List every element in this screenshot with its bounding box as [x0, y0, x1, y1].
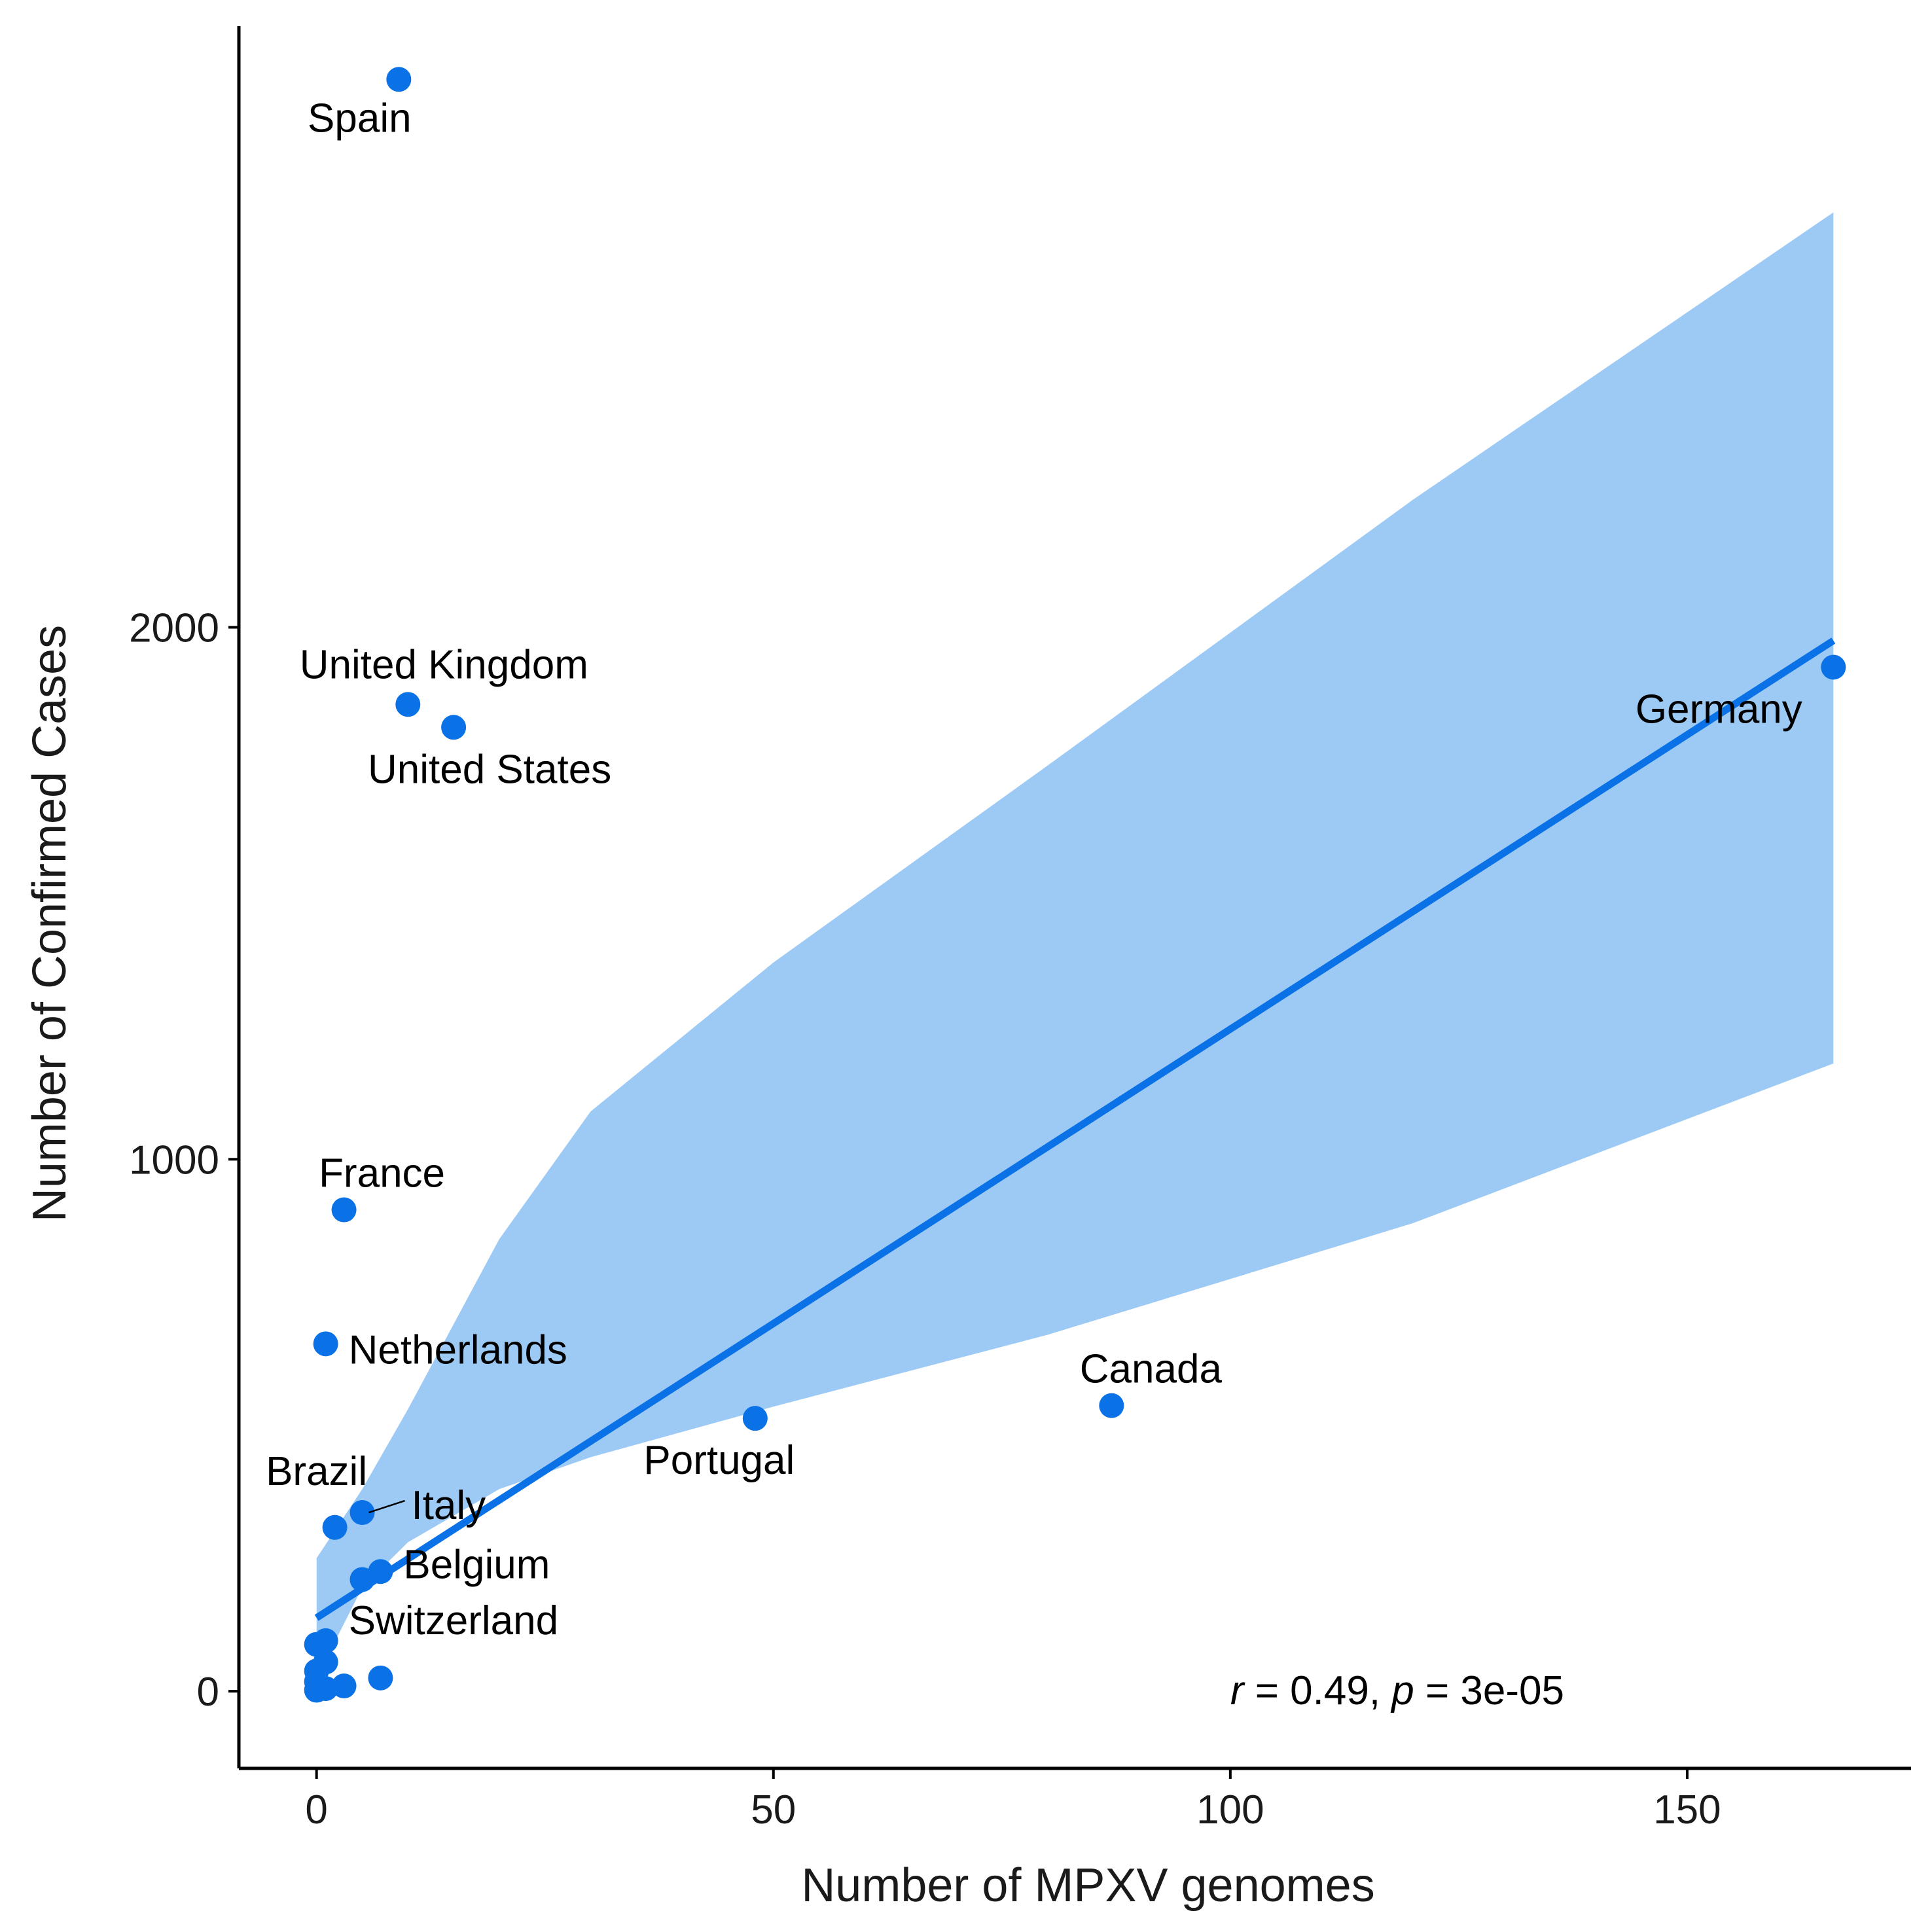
x-axis-ticks: 0 50 100 150 [305, 1768, 1721, 1833]
data-point [331, 1197, 357, 1223]
confidence-band [316, 212, 1834, 1678]
point-label: Switzerland [349, 1598, 558, 1643]
data-point [395, 692, 421, 717]
points-layer [304, 67, 1846, 1703]
y-tick-label: 0 [197, 1670, 219, 1715]
point-label: Italy [411, 1483, 486, 1528]
data-point [441, 715, 467, 740]
point-label: Canada [1080, 1347, 1223, 1392]
data-point [742, 1406, 768, 1431]
p-value: = 3e-05 [1414, 1668, 1564, 1713]
point-label: Germany [1636, 687, 1802, 732]
x-tick-label: 0 [305, 1787, 327, 1833]
point-label: United States [368, 747, 611, 792]
data-point [304, 1677, 329, 1703]
r-symbol: r [1230, 1668, 1245, 1713]
x-tick-label: 100 [1196, 1787, 1264, 1833]
data-point [322, 1514, 348, 1540]
r-value: = 0.49, [1244, 1668, 1392, 1713]
data-point [313, 1331, 338, 1357]
point-label: Netherlands [349, 1327, 567, 1372]
point-label: United Kingdom [300, 642, 588, 687]
point-label: Spain [308, 96, 412, 141]
data-point [1099, 1393, 1124, 1418]
data-point [386, 67, 412, 92]
y-tick-label: 2000 [129, 605, 219, 651]
data-point [349, 1567, 375, 1592]
data-point [1821, 654, 1846, 680]
point-labels-layer: Spain United Kingdom United States Germany F… [266, 96, 1802, 1643]
regression-line [314, 637, 1836, 1621]
x-tick-label: 50 [751, 1787, 796, 1833]
y-tick-label: 1000 [129, 1137, 219, 1183]
data-point [331, 1673, 357, 1699]
data-point [349, 1500, 375, 1526]
x-axis-title: Number of MPXV genomes [801, 1859, 1374, 1912]
x-tick-label: 150 [1653, 1787, 1721, 1833]
point-label: Brazil [266, 1449, 367, 1494]
data-point [368, 1665, 393, 1690]
point-label: Belgium [403, 1542, 550, 1587]
y-axis-title: Number of Confirmed Cases [24, 625, 76, 1222]
y-axis-ticks: 0 1000 2000 [129, 605, 239, 1715]
point-label: Portugal [643, 1438, 795, 1483]
p-symbol: p [1390, 1668, 1414, 1713]
correlation-annotation: r = 0.49, p = 3e-05 [1230, 1668, 1564, 1713]
label-leader-line [368, 1499, 405, 1514]
point-label: France [319, 1151, 445, 1196]
